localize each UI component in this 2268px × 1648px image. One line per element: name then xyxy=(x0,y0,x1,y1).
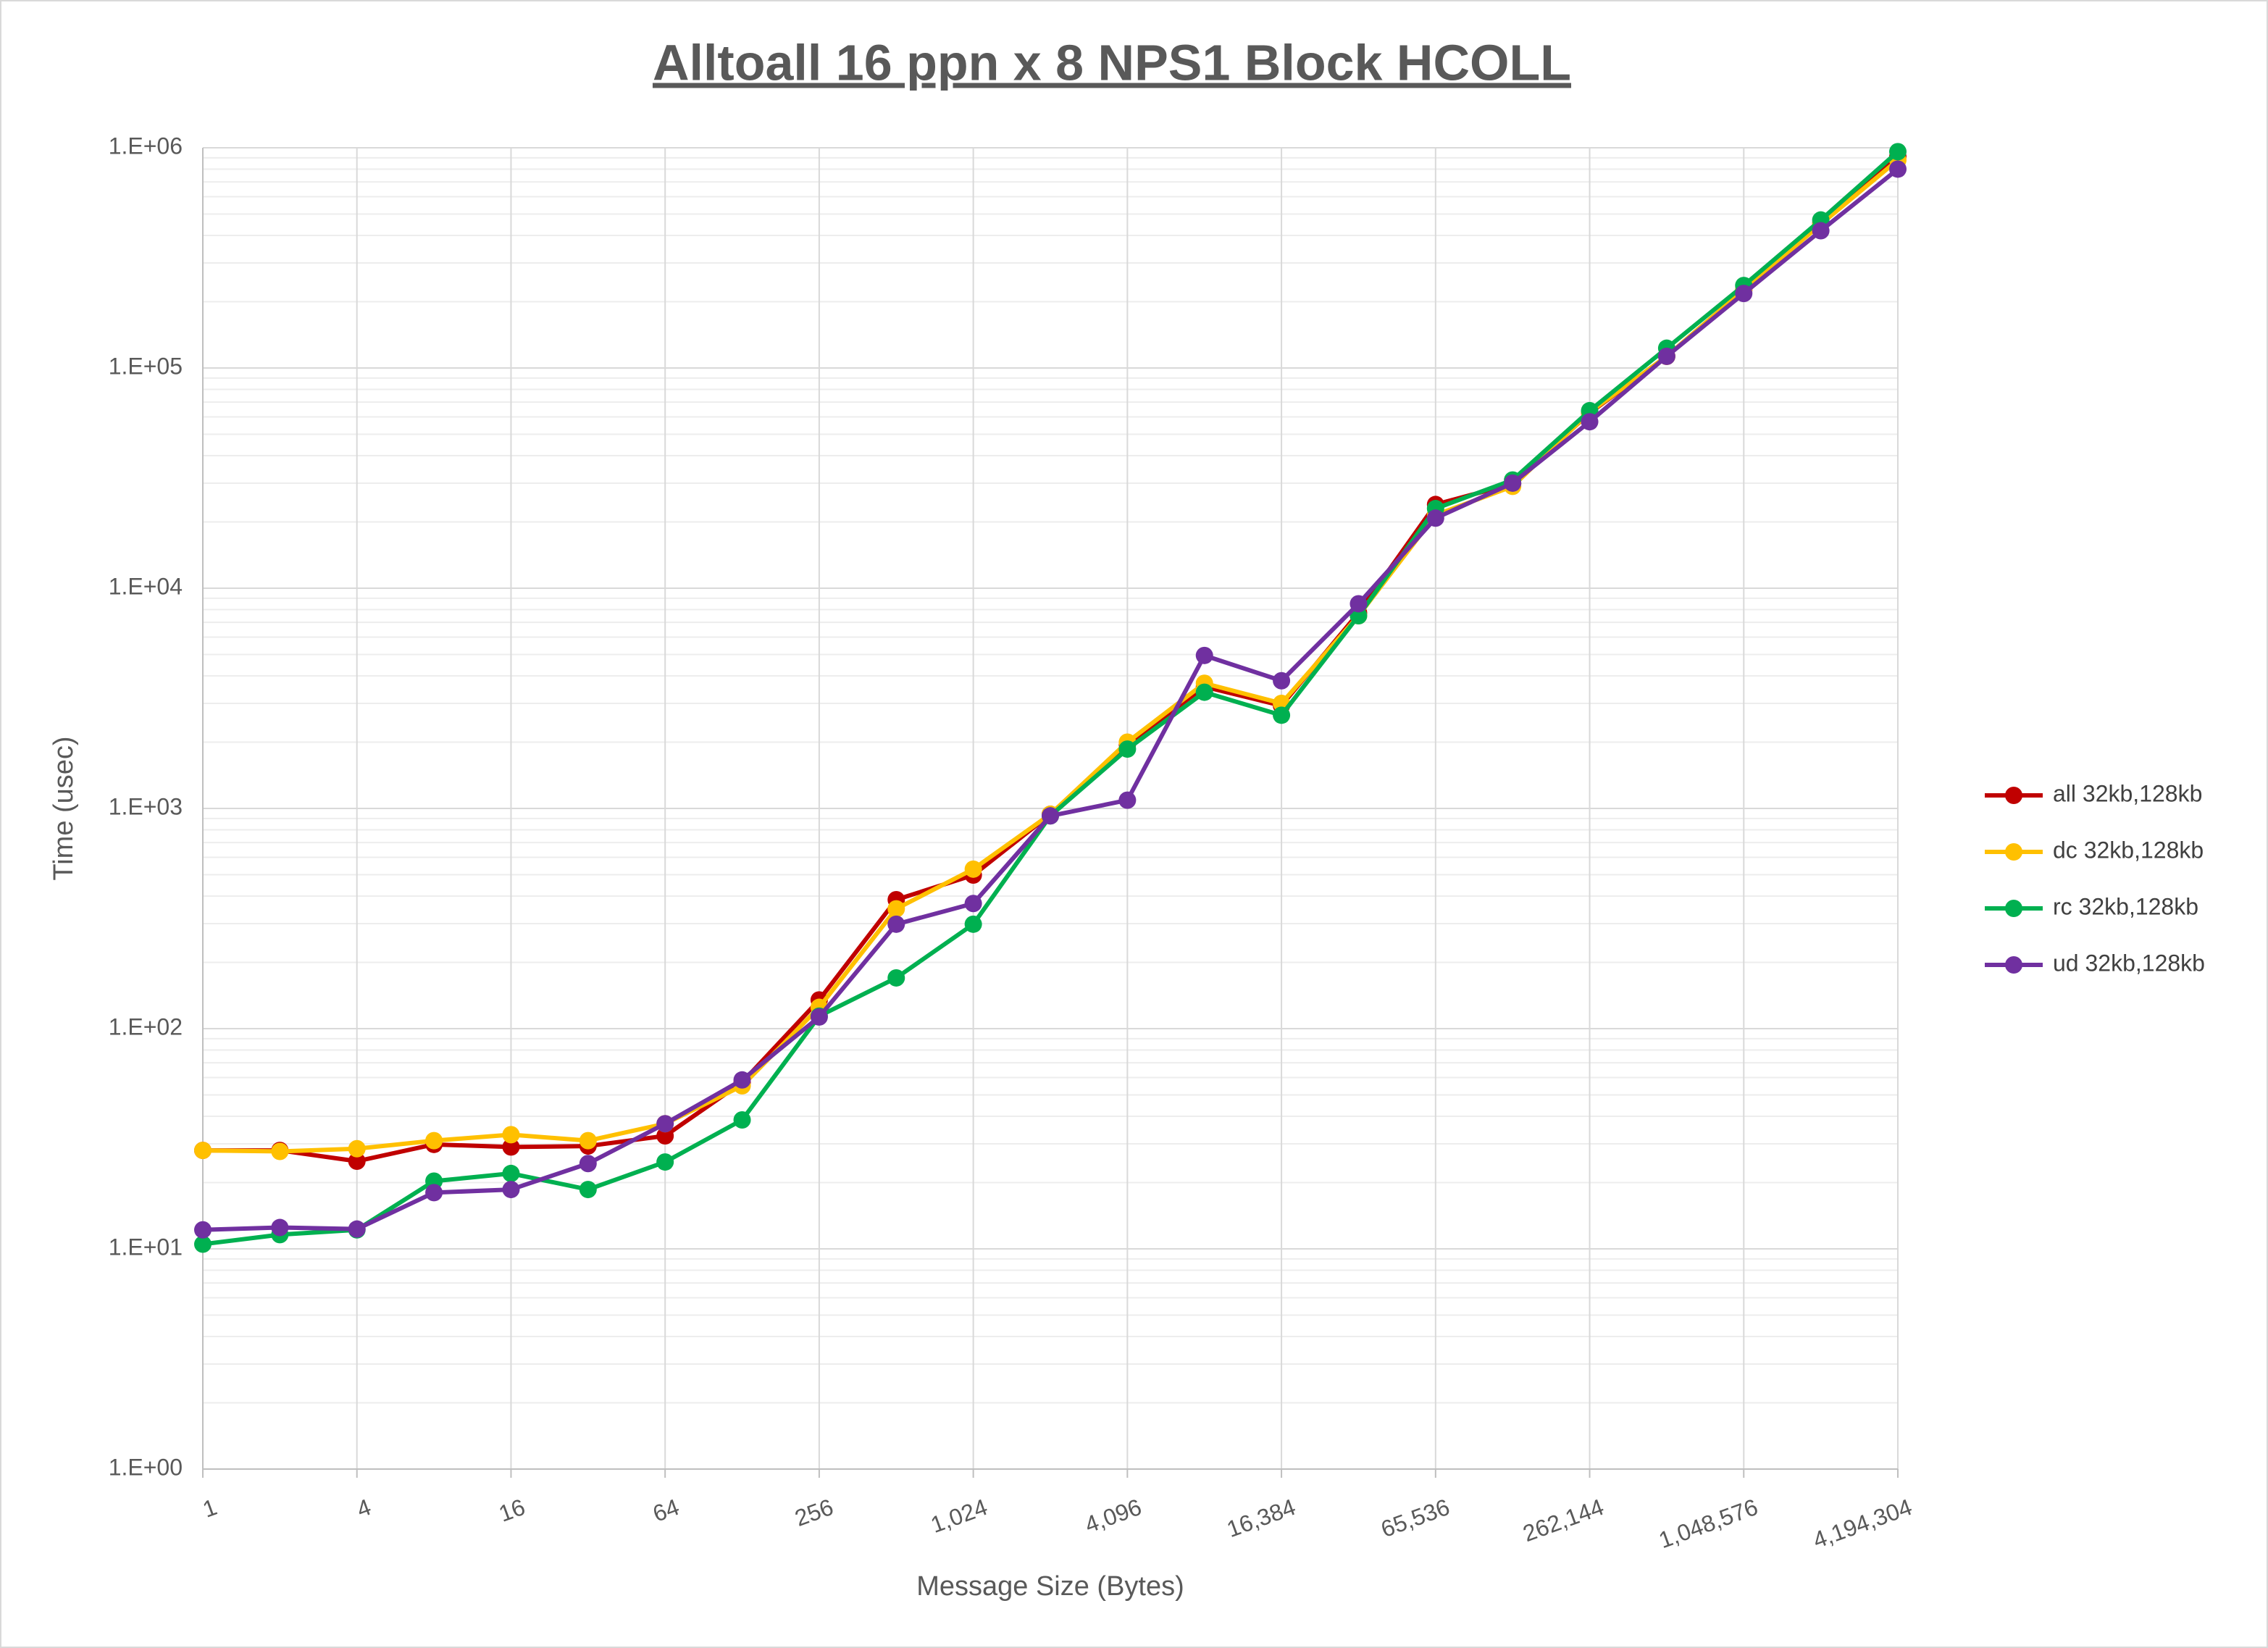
plot-area xyxy=(194,143,1907,1253)
legend: all 32kb,128kb dc 32kb,128kb rc 32kb,128kb… xyxy=(1985,780,2205,976)
data-point xyxy=(733,1071,751,1089)
data-point xyxy=(656,1126,674,1145)
legend-label: ud 32kb,128kb xyxy=(2053,950,2205,976)
y-tick-label: 1.E+04 xyxy=(109,573,183,599)
data-point xyxy=(1273,706,1291,724)
data-point xyxy=(887,969,905,987)
data-point xyxy=(194,1221,212,1239)
legend-marker xyxy=(2005,956,2022,974)
legend-marker xyxy=(2005,843,2022,861)
data-point xyxy=(1042,807,1059,825)
data-point xyxy=(502,1181,520,1199)
y-tick-label: 1.E+00 xyxy=(109,1454,183,1480)
data-point xyxy=(964,895,982,913)
data-point xyxy=(194,1142,212,1160)
legend-label: all 32kb,128kb xyxy=(2053,780,2202,806)
data-point xyxy=(271,1218,289,1237)
y-tick-label: 1.E+01 xyxy=(109,1234,183,1260)
data-point xyxy=(1812,222,1830,240)
data-point xyxy=(887,900,905,918)
x-axis-title: Message Size (Bytes) xyxy=(916,1571,1184,1602)
data-point xyxy=(810,1008,828,1026)
data-point xyxy=(964,860,982,878)
data-point xyxy=(1889,160,1907,178)
y-tick-label: 1.E+03 xyxy=(109,793,183,819)
data-point xyxy=(1118,740,1137,758)
data-point xyxy=(656,1153,674,1171)
data-point xyxy=(502,1164,520,1182)
data-point xyxy=(1735,285,1753,303)
data-point xyxy=(579,1181,597,1199)
data-point xyxy=(425,1184,443,1202)
y-tick-label: 1.E+02 xyxy=(109,1013,183,1040)
data-point xyxy=(502,1138,520,1156)
data-point xyxy=(194,1235,212,1253)
y-tick-label: 1.E+06 xyxy=(109,133,183,159)
data-point xyxy=(1657,347,1675,365)
data-point xyxy=(579,1155,597,1173)
data-point xyxy=(425,1132,443,1150)
data-point xyxy=(1426,509,1444,527)
chart-title: Alltoall 16 ppn x 8 NPS1 Block HCOLL xyxy=(653,34,1571,91)
data-point xyxy=(964,915,982,933)
legend-label: dc 32kb,128kb xyxy=(2053,837,2204,863)
data-point xyxy=(1195,646,1213,664)
data-point xyxy=(348,1153,366,1171)
data-point xyxy=(656,1115,674,1133)
data-point xyxy=(1504,474,1522,492)
data-point xyxy=(1889,143,1907,161)
legend-marker xyxy=(2005,900,2022,917)
data-point xyxy=(1349,606,1368,624)
data-point xyxy=(271,1142,289,1160)
legend-marker xyxy=(2005,787,2022,804)
data-point xyxy=(502,1126,520,1144)
y-axis-title: Time (usec) xyxy=(49,736,79,880)
data-point xyxy=(348,1139,366,1158)
data-point xyxy=(348,1220,366,1238)
y-tick-label: 1.E+05 xyxy=(109,353,183,379)
data-point xyxy=(1118,791,1137,809)
data-point xyxy=(579,1132,597,1150)
data-point xyxy=(887,915,905,933)
data-point xyxy=(1349,595,1368,613)
data-point xyxy=(1273,672,1291,690)
data-point xyxy=(733,1111,751,1129)
data-point xyxy=(1195,683,1213,701)
legend-label: rc 32kb,128kb xyxy=(2053,893,2198,919)
data-point xyxy=(1581,413,1599,431)
